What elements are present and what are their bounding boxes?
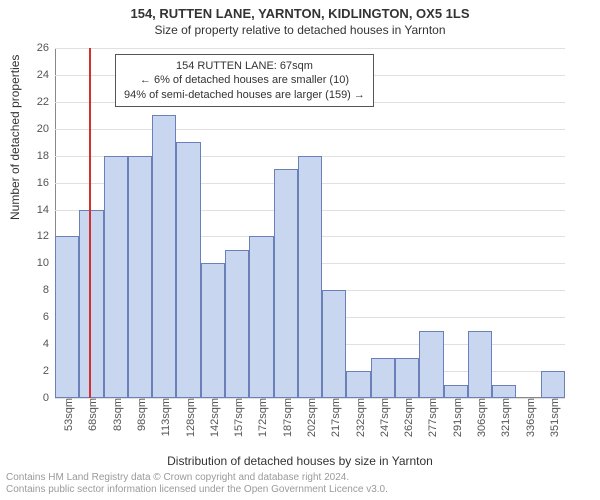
x-tick-label: 157sqm [229, 398, 245, 437]
y-tick-label: 26 [21, 42, 55, 54]
annotation-line3: 94% of semi-detached houses are larger (… [124, 88, 365, 102]
histogram-bar [468, 331, 492, 398]
y-tick-label: 24 [21, 69, 55, 81]
copyright-line1: Contains HM Land Registry data © Crown c… [6, 472, 388, 484]
histogram-bar [225, 250, 249, 398]
histogram-bar [128, 156, 152, 398]
histogram-bar [395, 358, 419, 398]
histogram-bar [152, 115, 176, 398]
y-tick-label: 22 [21, 96, 55, 108]
y-tick-label: 4 [21, 338, 55, 350]
histogram-bar [249, 236, 273, 398]
histogram-bar [371, 358, 395, 398]
histogram-bar [346, 371, 370, 398]
histogram-bar [201, 263, 225, 398]
histogram-bar [322, 290, 346, 398]
x-tick-label: 306sqm [472, 398, 488, 437]
x-tick-label: 128sqm [181, 398, 197, 437]
x-tick-label: 187sqm [278, 398, 294, 437]
x-tick-label: 98sqm [132, 398, 148, 431]
chart-plot-area: 0246810121416182022242653sqm68sqm83sqm98… [55, 48, 565, 398]
x-tick-label: 83sqm [108, 398, 124, 431]
x-tick-label: 351sqm [545, 398, 561, 437]
grid-line [55, 48, 565, 49]
histogram-bar [492, 385, 516, 398]
y-tick-label: 0 [21, 392, 55, 404]
x-tick-label: 53sqm [59, 398, 75, 431]
x-tick-label: 202sqm [302, 398, 318, 437]
histogram-bar [274, 169, 298, 398]
y-tick-label: 12 [21, 230, 55, 242]
histogram-bar [298, 156, 322, 398]
x-tick-label: 142sqm [205, 398, 221, 437]
x-tick-label: 277sqm [423, 398, 439, 437]
y-tick-label: 10 [21, 257, 55, 269]
page-title: 154, RUTTEN LANE, YARNTON, KIDLINGTON, O… [0, 0, 600, 21]
page-subtitle: Size of property relative to detached ho… [0, 21, 600, 37]
x-tick-label: 336sqm [521, 398, 537, 437]
y-tick-label: 16 [21, 177, 55, 189]
x-tick-label: 232sqm [351, 398, 367, 437]
x-tick-label: 68sqm [83, 398, 99, 431]
histogram-bar [541, 371, 565, 398]
annotation-line2: ← 6% of detached houses are smaller (10) [124, 73, 365, 87]
annotation-line1: 154 RUTTEN LANE: 67sqm [124, 59, 365, 73]
y-axis-title: Number of detached properties [8, 55, 22, 220]
x-tick-label: 291sqm [448, 398, 464, 437]
copyright-line2: Contains public sector information licen… [6, 484, 388, 496]
x-tick-label: 262sqm [399, 398, 415, 437]
annotation-box: 154 RUTTEN LANE: 67sqm← 6% of detached h… [115, 54, 374, 107]
x-tick-label: 217sqm [326, 398, 342, 437]
y-tick-label: 18 [21, 150, 55, 162]
y-tick-label: 14 [21, 204, 55, 216]
x-axis-title: Distribution of detached houses by size … [0, 454, 600, 468]
y-tick-label: 20 [21, 123, 55, 135]
histogram-bar [419, 331, 443, 398]
histogram-bar [104, 156, 128, 398]
y-tick-label: 8 [21, 284, 55, 296]
y-tick-label: 6 [21, 311, 55, 323]
grid-line [55, 129, 565, 130]
histogram-bar [79, 210, 103, 398]
copyright-notice: Contains HM Land Registry data © Crown c… [6, 472, 388, 496]
marker-line [89, 48, 91, 398]
x-tick-label: 321sqm [496, 398, 512, 437]
histogram-bar [444, 385, 468, 398]
x-tick-label: 172sqm [253, 398, 269, 437]
histogram-bar [176, 142, 200, 398]
histogram-bar [55, 236, 79, 398]
x-tick-label: 113sqm [156, 398, 172, 436]
x-tick-label: 247sqm [375, 398, 391, 437]
y-tick-label: 2 [21, 365, 55, 377]
